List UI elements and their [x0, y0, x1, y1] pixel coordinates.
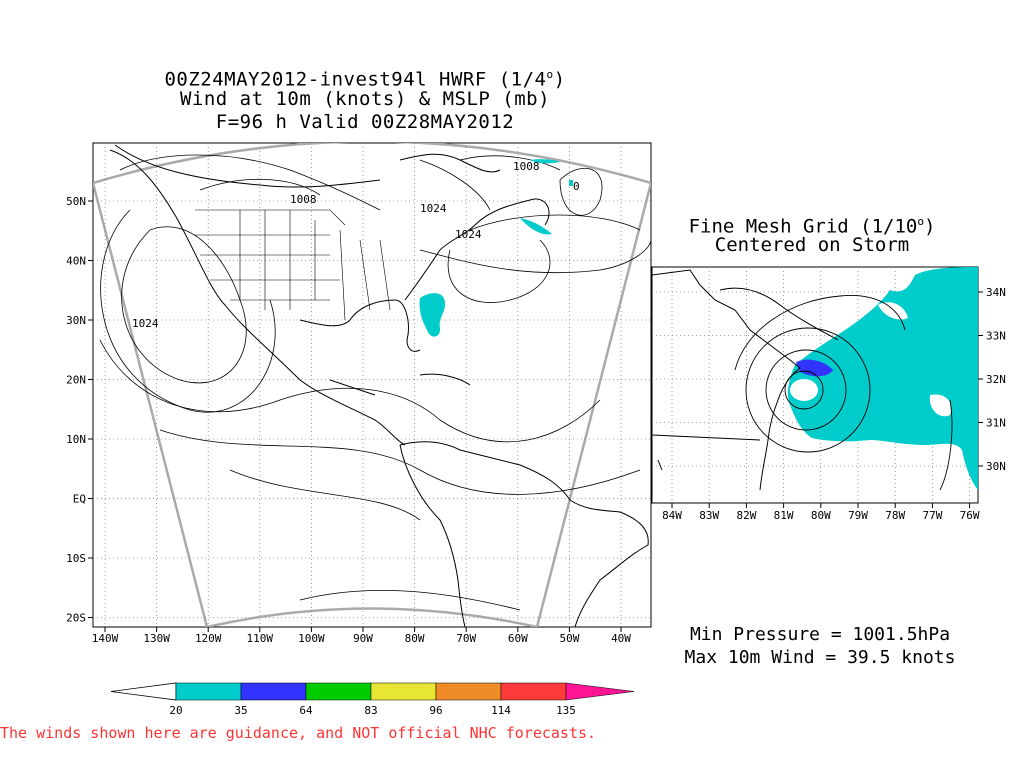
lat-label: 10S: [66, 552, 86, 565]
colorbar-segment: [110, 682, 177, 701]
main-title-line1: 00Z24MAY2012-invest94l HWRF (1/4o): [164, 68, 566, 91]
min-pressure-text: Min Pressure = 1001.5hPa: [689, 624, 951, 645]
coastlines: [109, 144, 649, 627]
colorbar-segment: [240, 682, 307, 701]
inset-wind-swath: [787, 267, 978, 490]
inset-lon-label: 76W: [960, 509, 980, 522]
lat-label: EQ: [73, 493, 86, 506]
lat-label: 20N: [66, 374, 86, 387]
inset-lat-label: 30N: [986, 460, 1006, 473]
inset-isobars: [734, 294, 953, 491]
inset-lon-labels: 84W 83W 82W 81W 80W 79W 78W 77W 76W: [662, 503, 980, 522]
colorbar-segment: [565, 682, 635, 701]
inset-lat-labels: 34N 33N 32N 31N 30N: [978, 286, 1006, 473]
inset-coastline: [652, 269, 839, 491]
inset-wind-core: [796, 359, 833, 377]
colorbar-segment: [500, 682, 567, 701]
inset-map: 84W 83W 82W 81W 80W 79W 78W 77W 76W 34N 33N 32N 31N…: [651, 266, 1006, 522]
inset-lon-label: 83W: [699, 509, 719, 522]
inset-lon-label: 80W: [811, 509, 831, 522]
lon-label: 130W: [143, 632, 170, 645]
contour-label-zero: 0: [573, 180, 580, 193]
main-map: 1008 1008 1024 1024 1024 0 140W 130W 120W 1…: [66, 142, 652, 645]
domain-boundary-bottom: [206, 607, 538, 627]
main-map-frame: [92, 142, 652, 628]
colorbar-segment: [370, 682, 437, 701]
colorbar-tick-label: 83: [364, 704, 377, 717]
main-title-line3: F=96 h Valid 00Z28MAY2012: [215, 111, 515, 133]
contour-label-1024-c: 1024: [132, 317, 159, 330]
colorbar-tick-label: 35: [234, 704, 247, 717]
inset-lon-label: 79W: [848, 509, 868, 522]
inset-title-line1: Fine Mesh Grid (1/10o): [688, 215, 936, 238]
colorbar-tick-label: 96: [429, 704, 442, 717]
inset-eye: [790, 379, 818, 401]
contour-label-1024-a: 1024: [420, 202, 447, 215]
contour-label-1008-b: 1008: [290, 193, 317, 206]
colorbar-tick-label: 135: [556, 704, 576, 717]
lat-label: 10N: [66, 433, 86, 446]
lon-label: 60W: [508, 632, 528, 645]
lat-label: 40N: [66, 255, 86, 268]
inset-lon-label: 78W: [885, 509, 905, 522]
contour-label-1008-a: 1008: [513, 160, 540, 173]
max-wind-text: Max 10m Wind = 39.5 knots: [684, 647, 956, 668]
lon-label: 40W: [611, 632, 631, 645]
inset-title-line2: Centered on Storm: [714, 234, 910, 256]
lon-label: 100W: [298, 632, 325, 645]
colorbar-segment: [175, 682, 242, 701]
inset-clear-patch: [878, 302, 908, 320]
lon-label: 80W: [405, 632, 425, 645]
colorbar-tick-label: 64: [299, 704, 313, 717]
domain-boundary-right: [535, 182, 651, 627]
inset-lat-label: 32N: [986, 373, 1006, 386]
main-lon-labels: 140W 130W 120W 110W 100W 90W 80W 70W 60W 50W 40W: [92, 627, 631, 645]
lat-label: 20S: [66, 612, 86, 625]
inset-lon-label: 77W: [922, 509, 942, 522]
contour-label-1024-b: 1024: [455, 228, 482, 241]
inset-lat-label: 34N: [986, 286, 1006, 299]
lon-label: 90W: [353, 632, 373, 645]
wind-colorbar: 20 35 64 83 96 114 135: [110, 682, 635, 717]
colorbar-segment: [305, 682, 372, 701]
inset-lon-label: 81W: [774, 509, 794, 522]
wind-shading: [419, 159, 573, 337]
main-map-grid: [93, 143, 651, 627]
lon-label: 110W: [247, 632, 274, 645]
main-title-line2: Wind at 10m (knots) & MSLP (mb): [179, 88, 551, 110]
colorbar-tick-label: 20: [169, 704, 182, 717]
state-boundaries: [195, 209, 391, 321]
disclaimer-text: The winds shown here are guidance, and N…: [0, 724, 597, 742]
lat-label: 50N: [66, 195, 86, 208]
colorbar-tick-label: 114: [491, 704, 511, 717]
main-lat-labels: 50N 40N 30N 20N 10N EQ 10S 20S: [66, 195, 93, 625]
inset-lon-label: 84W: [662, 509, 682, 522]
inset-lat-label: 31N: [986, 417, 1006, 430]
colorbar-segment: [435, 682, 502, 701]
lon-label: 140W: [92, 632, 119, 645]
lat-label: 30N: [66, 314, 86, 327]
lon-label: 50W: [559, 632, 579, 645]
lon-label: 120W: [195, 632, 222, 645]
inset-lat-label: 33N: [986, 330, 1006, 343]
lon-label: 70W: [456, 632, 476, 645]
inset-clear-patch-2: [929, 394, 952, 417]
domain-boundary-left: [93, 182, 209, 627]
inset-lon-label: 82W: [736, 509, 756, 522]
domain-boundary-top: [93, 143, 651, 185]
